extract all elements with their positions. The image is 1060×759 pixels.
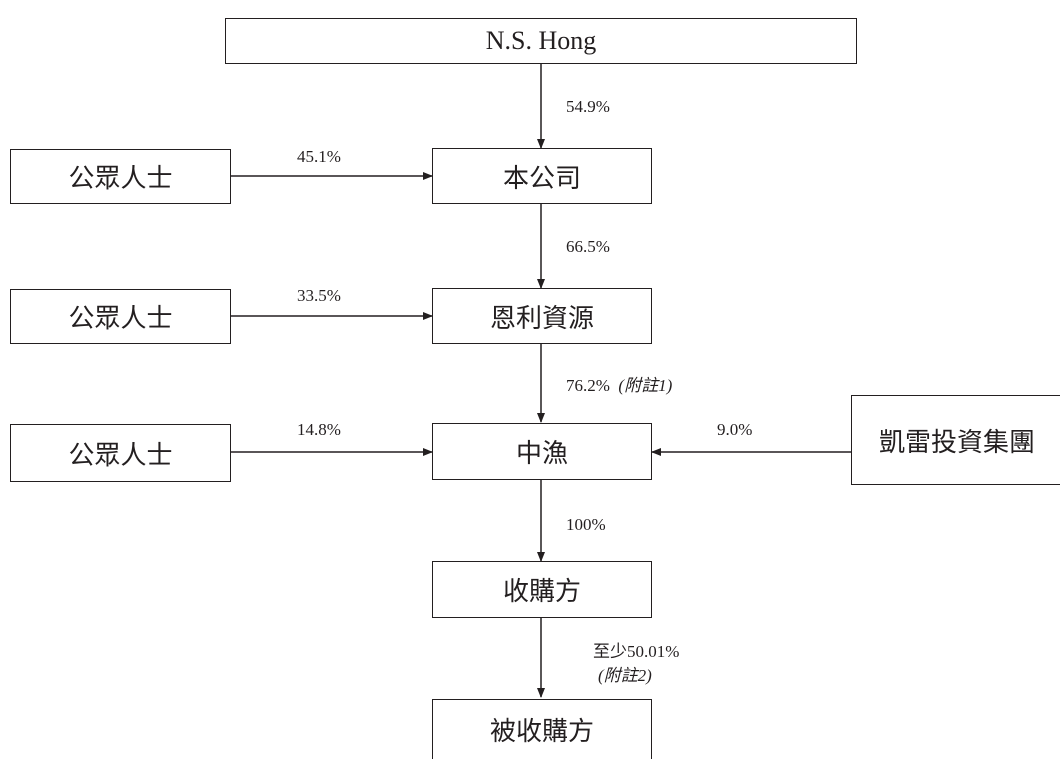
node-public-2: 公眾人士 [10,289,231,344]
node-acquirer: 收購方 [432,561,652,618]
label-hong-company: 54.9% [566,97,610,116]
label-company-enli: 66.5% [566,237,610,256]
label-public1-company: 45.1% [297,147,341,166]
label-enli-zhongyu-pct: 76.2% [566,376,610,395]
node-ns-hong: N.S. Hong [225,18,857,64]
node-target: 被收購方 [432,699,652,759]
node-enli: 恩利資源 [432,288,652,344]
node-public-3: 公眾人士 [10,424,231,482]
label-enli-zhongyu-note: (附註1) [618,376,673,395]
node-public-1: 公眾人士 [10,149,231,204]
node-zhongyu: 中漁 [432,423,652,480]
label-public2-enli: 33.5% [297,286,341,305]
node-company: 本公司 [432,148,652,204]
label-zhongyu-acquirer: 100% [566,515,606,534]
node-kailei: 凱雷投資集團 [851,395,1060,485]
label-kailei-zhongyu: 9.0% [717,420,753,439]
label-enli-zhongyu: 76.2% (附註1) [566,376,672,396]
label-acquirer-target-note: (附註2) [598,666,652,685]
label-public3-zhongyu: 14.8% [297,420,341,439]
label-acquirer-target: 至少50.01% [593,642,680,661]
